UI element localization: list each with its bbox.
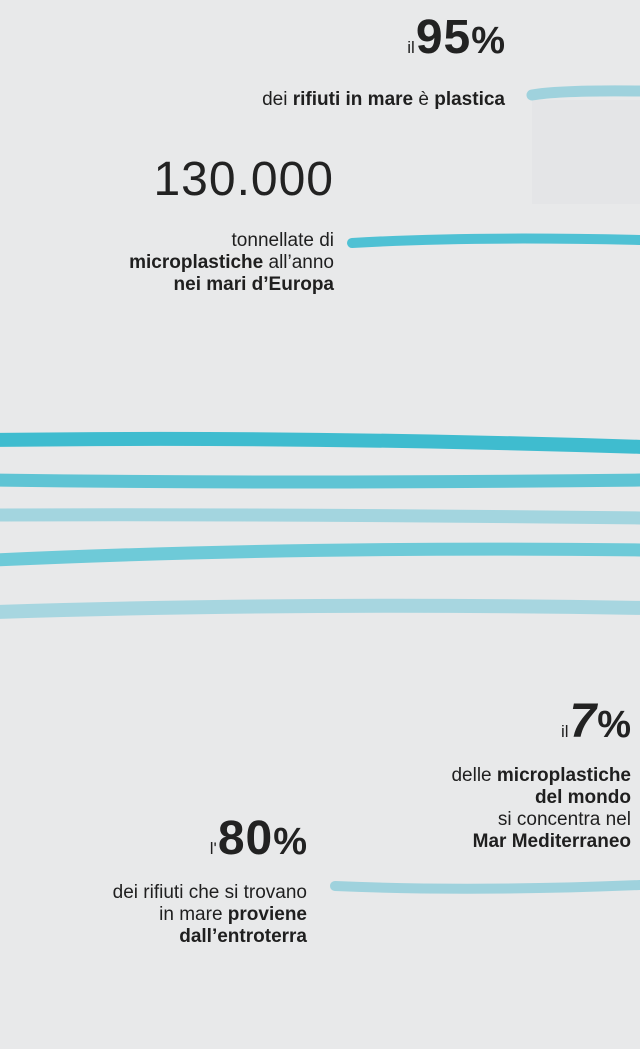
stat-80-description: dei rifiuti che si trovano in mare provi… bbox=[112, 882, 307, 947]
stat-7-percent: il7% delle microplastiche del mondo si c… bbox=[451, 698, 631, 853]
stat-7-prefix: il bbox=[560, 722, 569, 741]
stat-7-description: delle microplastiche del mondo si concen… bbox=[451, 765, 631, 852]
stroke-line-4 bbox=[0, 473, 640, 489]
stroke-line-6 bbox=[0, 542, 640, 567]
stat-130000-value: 130.000 bbox=[153, 153, 334, 206]
stat-7-unit: % bbox=[597, 704, 631, 746]
stat-130000-description: tonnellate di microplastiche all’anno ne… bbox=[129, 230, 334, 295]
stroke-line-1 bbox=[526, 85, 640, 101]
stat-80-prefix: l' bbox=[209, 839, 217, 858]
stat-80-value: 80 bbox=[217, 812, 274, 865]
stat-7-value: 7 bbox=[569, 695, 598, 748]
stroke-line-8 bbox=[330, 880, 640, 894]
stroke-line-2 bbox=[347, 233, 640, 248]
stroke-line-5 bbox=[0, 508, 640, 525]
stat-95-percent: il95% dei rifiuti in mare è plastica bbox=[262, 14, 505, 111]
stat-130000-tonnes: 130.000 tonnellate di microplastiche all… bbox=[129, 152, 334, 296]
stat-80-percent: l'80% dei rifiuti che si trovano in mare… bbox=[113, 815, 307, 948]
stat-95-headline: il95% bbox=[262, 14, 505, 73]
stat-95-unit: % bbox=[471, 20, 505, 62]
stat-95-prefix: il bbox=[407, 38, 415, 57]
stat-80-unit: % bbox=[273, 821, 307, 863]
stat-95-value: 95 bbox=[415, 11, 472, 64]
stroke-line-7 bbox=[0, 598, 640, 619]
stat-95-description: dei rifiuti in mare è plastica bbox=[262, 89, 505, 110]
stroke-line-3 bbox=[0, 431, 640, 454]
background-panel bbox=[532, 100, 640, 204]
